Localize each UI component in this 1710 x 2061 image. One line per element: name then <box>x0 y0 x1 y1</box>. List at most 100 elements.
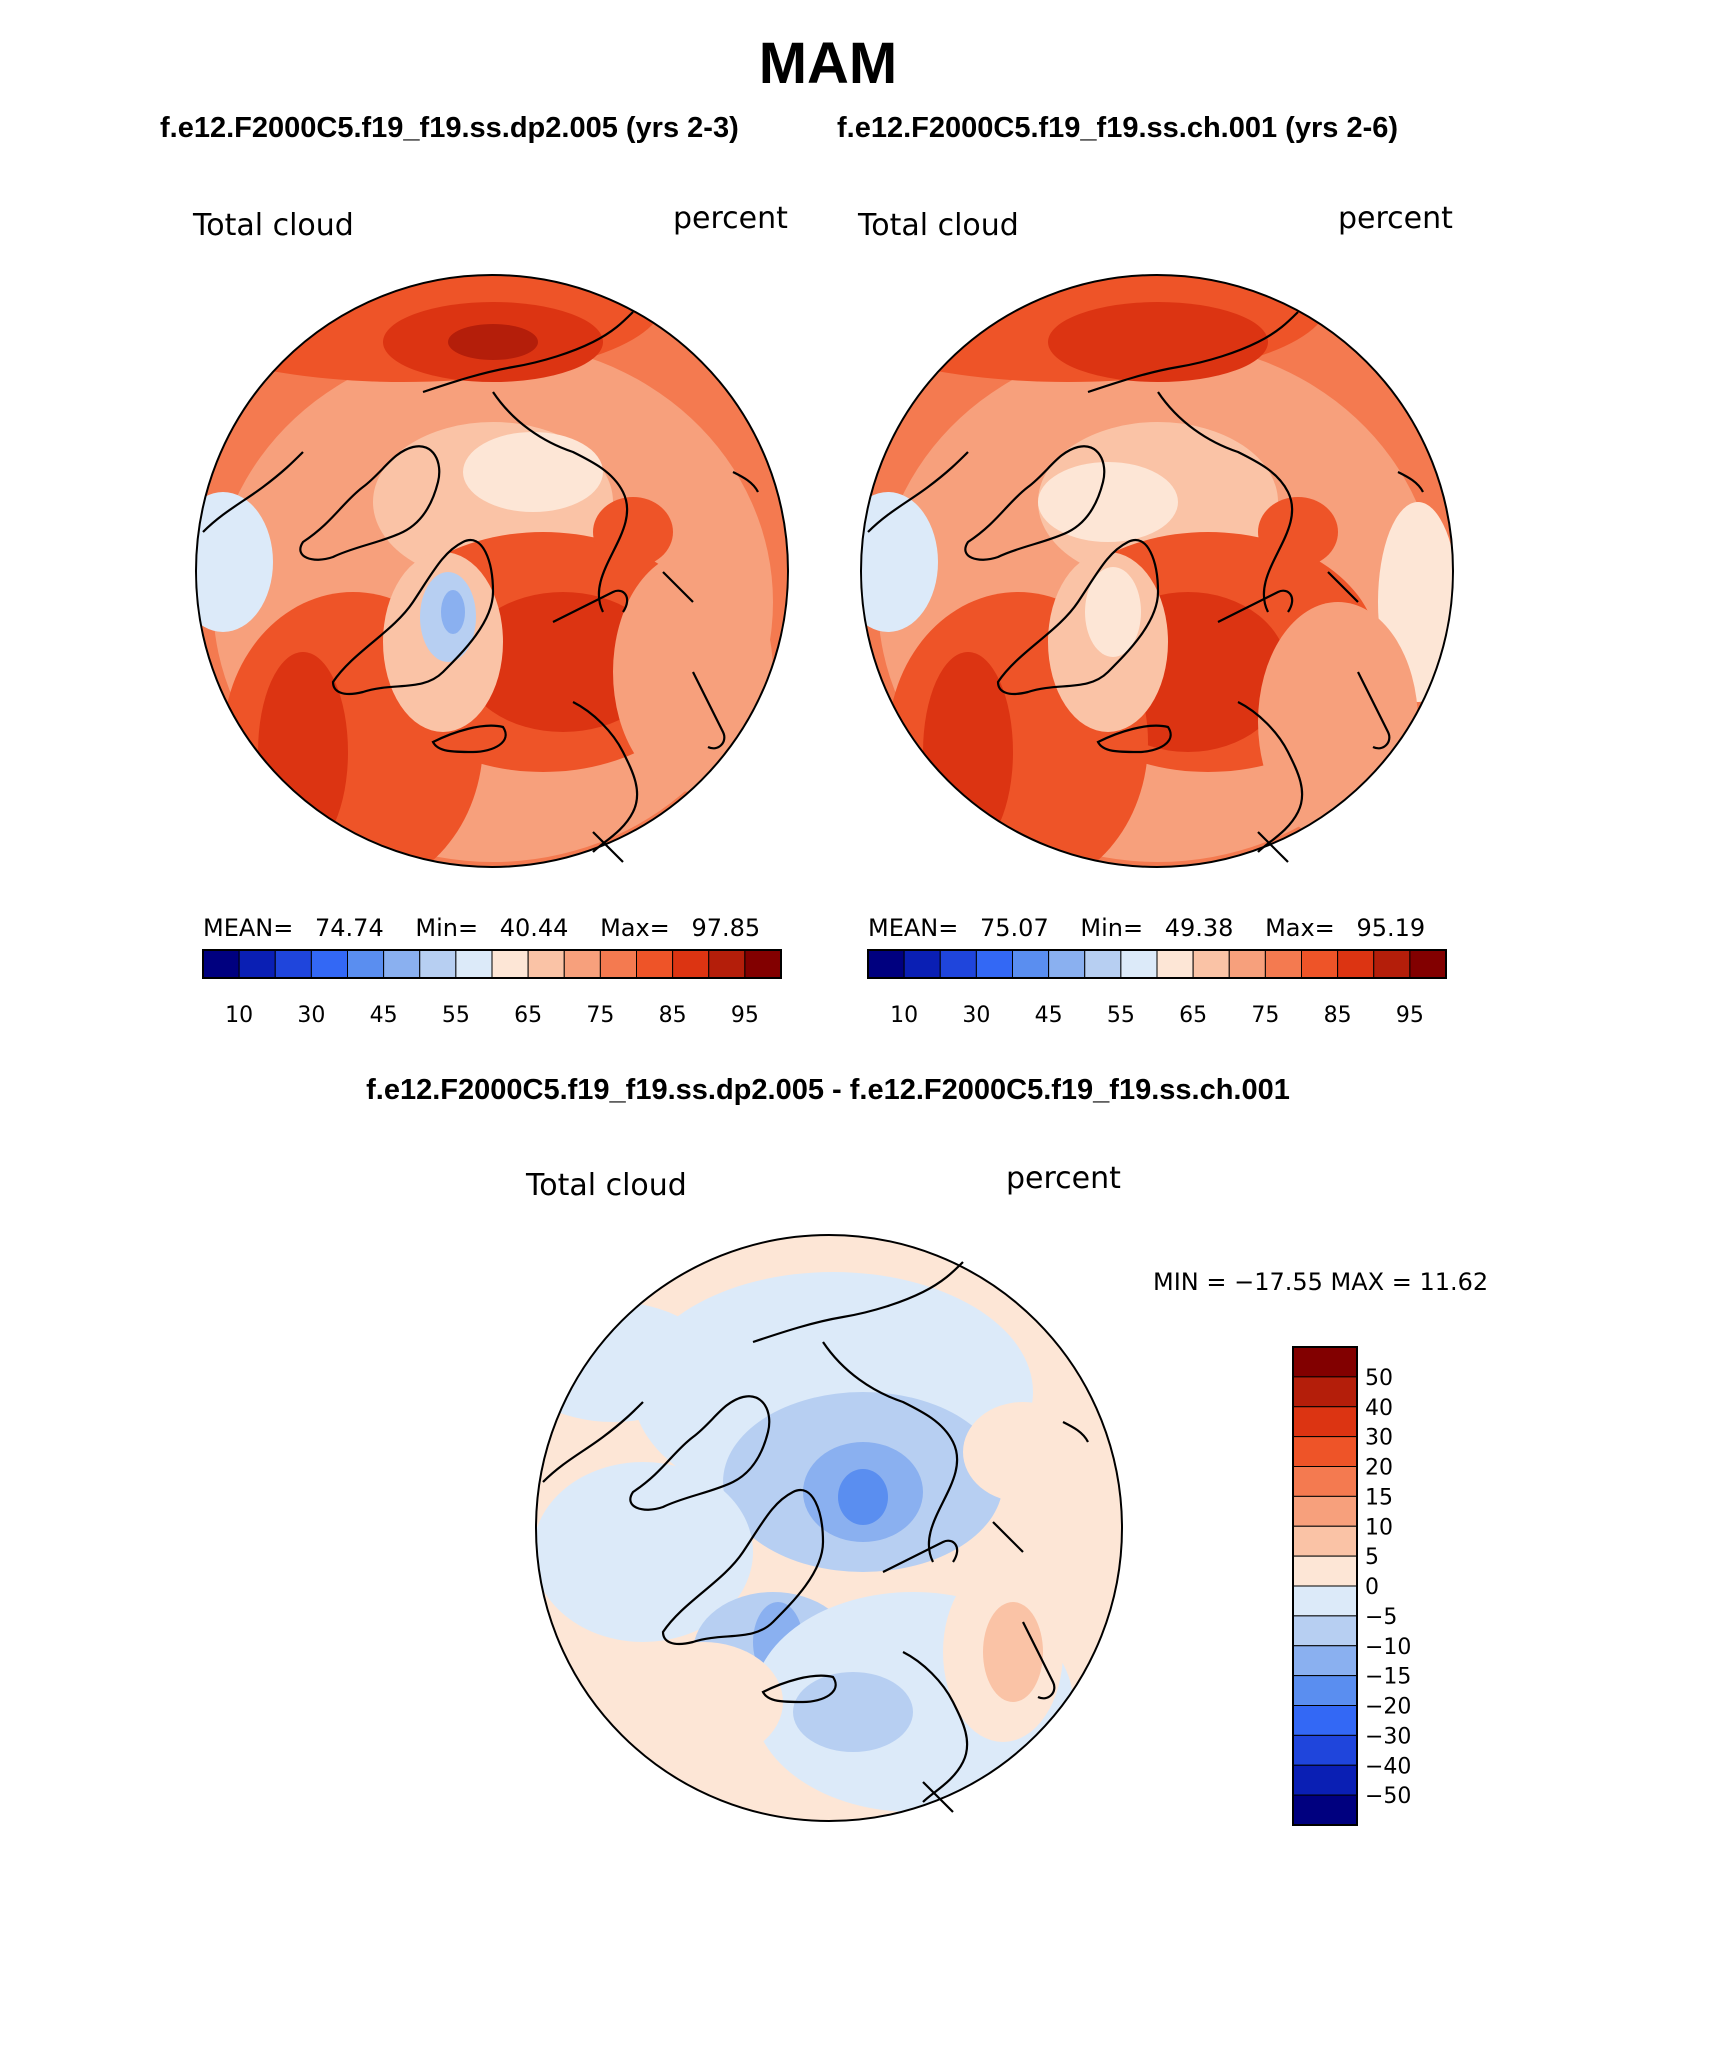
cbar1-swatch-11 <box>599 949 637 979</box>
vbar-label-12: −30 <box>1365 1724 1411 1749</box>
cbar2-swatch-4 <box>1012 949 1050 979</box>
vbar-swatch-7 <box>1292 1555 1358 1587</box>
map2-uk-coast <box>1257 831 1289 863</box>
map1-field-east-peak <box>463 592 663 732</box>
cbar2-swatch-11 <box>1264 949 1302 979</box>
vbar-label-3: 20 <box>1365 1456 1393 1481</box>
panel2-min-label: Min= <box>1080 914 1144 942</box>
map1-lake-coast <box>732 471 759 493</box>
map2-iceland-coast <box>1096 724 1172 754</box>
cbar2-swatch-12 <box>1301 949 1339 979</box>
diff-coastlines <box>542 1261 1089 1813</box>
diff-field-northwest-neg <box>536 1302 713 1422</box>
panel2-max-value: 95.19 <box>1356 914 1426 942</box>
panel2-mean-label: MEAN= <box>868 914 959 942</box>
panel1-max-value: 97.85 <box>691 914 761 942</box>
cbar1-label-2: 45 <box>370 1003 398 1028</box>
colorbar-panel2: 10 30 45 55 65 75 85 95 <box>867 949 1447 1028</box>
map1-field-west-min <box>196 492 273 632</box>
map2-field-center-min <box>1038 462 1178 542</box>
panel1-max-label: Max= <box>600 914 670 942</box>
diff-lake-coast <box>1062 1421 1089 1443</box>
map1-iceland-coast <box>431 724 507 754</box>
cbar2-swatch-13 <box>1337 949 1375 979</box>
vbar-label-5: 10 <box>1365 1515 1393 1540</box>
vbar-label-2: 30 <box>1365 1426 1393 1451</box>
map2-canada-coast <box>867 451 969 533</box>
map1-greenland-coast <box>331 539 495 696</box>
cbar2-label-6: 85 <box>1324 1003 1352 1028</box>
cbar1-swatch-9 <box>527 949 565 979</box>
diff-field-center-neg3 <box>838 1469 888 1525</box>
total-cloud-map-2 <box>860 274 1454 868</box>
map1-siberia-coast <box>492 391 629 613</box>
map1-field-north-core <box>448 324 538 360</box>
map2-scandinavia-coast <box>1237 701 1304 853</box>
map1-uk-coast <box>592 831 624 863</box>
map2-border <box>860 274 1454 868</box>
panel2-stats: MEAN= 75.07 Min= 49.38 Max= 95.19 <box>868 914 1425 942</box>
vbar-swatch-5 <box>1292 1495 1358 1527</box>
diff-map-border <box>535 1234 1123 1822</box>
cbar1-swatch-3 <box>310 949 348 979</box>
diff-alaska-coast <box>752 1261 964 1344</box>
panel1-stats: MEAN= 74.74 Min= 40.44 Max= 97.85 <box>203 914 760 942</box>
vbar-swatch-15 <box>1292 1794 1358 1826</box>
panel1-units-label: percent <box>673 201 788 236</box>
map1-canada-coast <box>202 451 304 533</box>
cbar1-swatch-10 <box>563 949 601 979</box>
vbar-label-7: 0 <box>1365 1575 1379 1600</box>
diff-minmax: MIN = −17.55 MAX = 11.62 <box>1153 1268 1489 1296</box>
diff-units-label: percent <box>1006 1161 1121 1196</box>
total-cloud-map-1 <box>195 274 789 868</box>
cbar1-label-6: 85 <box>659 1003 687 1028</box>
diff-kara-coast <box>882 1539 959 1573</box>
diff-greenland-coast <box>661 1489 825 1646</box>
diff-siberia-coast <box>822 1341 959 1563</box>
panel1-mean-value: 74.74 <box>315 914 384 942</box>
cbar2-swatch-3 <box>975 949 1013 979</box>
cbar2-swatch-5 <box>1048 949 1086 979</box>
vbar-swatch-1 <box>1292 1376 1358 1408</box>
map2-field-greenland-min <box>1085 567 1141 657</box>
panel2-mean-value: 75.07 <box>980 914 1049 942</box>
diff-scandinavia-coast <box>902 1651 969 1803</box>
map2-greenland-coast <box>996 539 1160 696</box>
cbar1-swatch-5 <box>383 949 421 979</box>
panel2-max-label: Max= <box>1265 914 1335 942</box>
vbar-label-8: −5 <box>1365 1605 1397 1630</box>
panel2-min-value: 49.38 <box>1164 914 1234 942</box>
diff-canada-coast <box>542 1401 644 1483</box>
map2-archipelago-coast <box>964 445 1106 561</box>
map2-ural-coast <box>1327 571 1359 603</box>
cbar2-label-5: 75 <box>1251 1003 1279 1028</box>
cbar2-swatch-0 <box>867 949 905 979</box>
difference-title: f.e12.F2000C5.f19_f19.ss.dp2.005 - f.e12… <box>366 1074 1290 1106</box>
cbar2-swatch-10 <box>1228 949 1266 979</box>
vbar-swatch-13 <box>1292 1734 1358 1766</box>
cbar2-swatch-15 <box>1409 949 1447 979</box>
cbar1-swatch-7 <box>455 949 493 979</box>
cbar2-label-1: 30 <box>962 1003 990 1028</box>
cbar1-label-7: 95 <box>731 1003 759 1028</box>
run-title-right: f.e12.F2000C5.f19_f19.ss.ch.001 (yrs 2-6… <box>837 112 1399 144</box>
vbar-label-6: 5 <box>1365 1545 1379 1570</box>
cbar1-swatch-14 <box>708 949 746 979</box>
vbar-label-11: −20 <box>1365 1695 1411 1720</box>
vbar-swatch-10 <box>1292 1645 1358 1677</box>
map2-alaska-coast <box>1087 311 1299 394</box>
cbar1-swatch-15 <box>744 949 782 979</box>
vbar-swatch-6 <box>1292 1525 1358 1557</box>
cbar2-swatch-8 <box>1156 949 1194 979</box>
map1-field-greenland-core <box>441 590 465 634</box>
diff-field-northeast-pos <box>963 1402 1083 1502</box>
map2-lake-coast <box>1397 471 1424 493</box>
panel1-min-label: Min= <box>415 914 479 942</box>
diff-archipelago-coast <box>629 1395 771 1511</box>
vbar-label-13: −40 <box>1365 1754 1411 1779</box>
page-title: MAM <box>758 31 898 96</box>
map1-coastlines <box>202 311 759 863</box>
map2-siberia-coast <box>1157 391 1294 613</box>
cbar1-label-0: 10 <box>225 1003 253 1028</box>
map2-field-north-peak <box>1048 302 1268 382</box>
